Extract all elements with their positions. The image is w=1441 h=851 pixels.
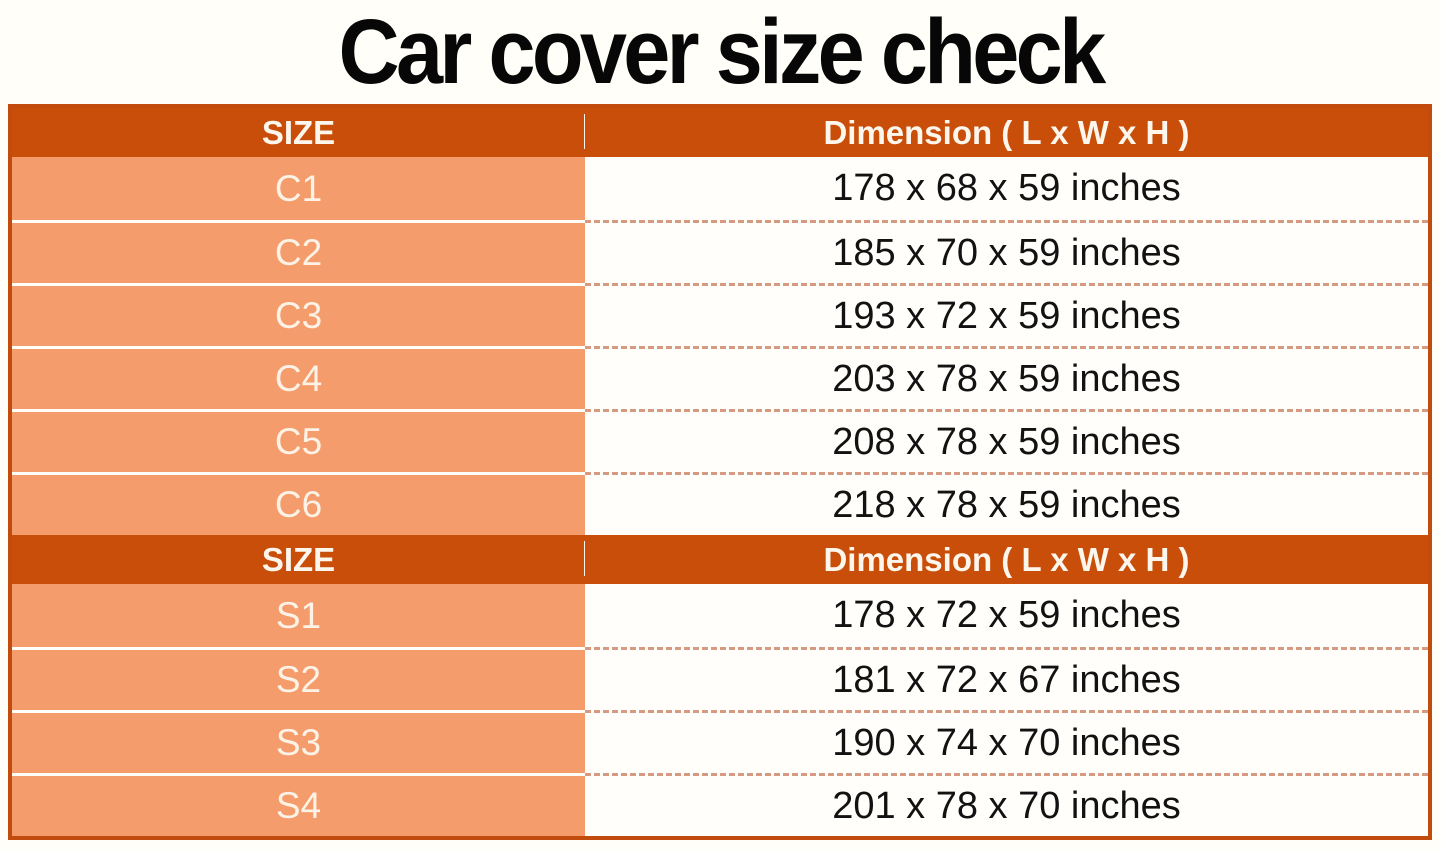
table-row: C6 218 x 78 x 59 inches [12, 472, 1428, 535]
size-cell: S2 [12, 647, 585, 710]
size-cell: S3 [12, 710, 585, 773]
table-row: S3 190 x 74 x 70 inches [12, 710, 1428, 773]
dimension-cell: 178 x 72 x 59 inches [585, 584, 1428, 647]
size-cell: S1 [12, 584, 585, 647]
table-row: C3 193 x 72 x 59 inches [12, 283, 1428, 346]
size-cell: C5 [12, 409, 585, 472]
table-row: C5 208 x 78 x 59 inches [12, 409, 1428, 472]
page-title: Car cover size check [338, 0, 1107, 103]
dimension-column-header: Dimension ( L x W x H ) [823, 113, 1190, 151]
dimension-cell: 185 x 70 x 59 inches [585, 220, 1428, 283]
dimension-cell: 178 x 68 x 59 inches [585, 157, 1428, 220]
table-row: S2 181 x 72 x 67 inches [12, 647, 1428, 710]
table-header-row: SIZE Dimension ( L x W x H ) [12, 108, 1428, 157]
size-cell: C6 [12, 472, 585, 535]
table-row: S4 201 x 78 x 70 inches [12, 773, 1428, 836]
table-row: S1 178 x 72 x 59 inches [12, 584, 1428, 647]
size-cell: C3 [12, 283, 585, 346]
table-row: C2 185 x 70 x 59 inches [12, 220, 1428, 283]
dimension-column-header: Dimension ( L x W x H ) [823, 540, 1190, 578]
size-cell: S4 [12, 773, 585, 836]
dimension-cell: 190 x 74 x 70 inches [585, 710, 1428, 773]
dimension-cell: 181 x 72 x 67 inches [585, 647, 1428, 710]
size-cell: C2 [12, 220, 585, 283]
dimension-cell: 208 x 78 x 59 inches [585, 409, 1428, 472]
dimension-cell: 193 x 72 x 59 inches [585, 283, 1428, 346]
size-column-header: SIZE [12, 535, 585, 584]
size-cell: C4 [12, 346, 585, 409]
dimension-cell: 201 x 78 x 70 inches [585, 773, 1428, 836]
dimension-cell: 203 x 78 x 59 inches [585, 346, 1428, 409]
size-column-header: SIZE [12, 108, 585, 157]
dimension-cell: 218 x 78 x 59 inches [585, 472, 1428, 535]
size-table: SIZE Dimension ( L x W x H ) C1 178 x 68 x … [8, 104, 1432, 840]
table-row: C4 203 x 78 x 59 inches [12, 346, 1428, 409]
table-header-row: SIZE Dimension ( L x W x H ) [12, 535, 1428, 584]
table-row: C1 178 x 68 x 59 inches [12, 157, 1428, 220]
size-cell: C1 [12, 157, 585, 220]
